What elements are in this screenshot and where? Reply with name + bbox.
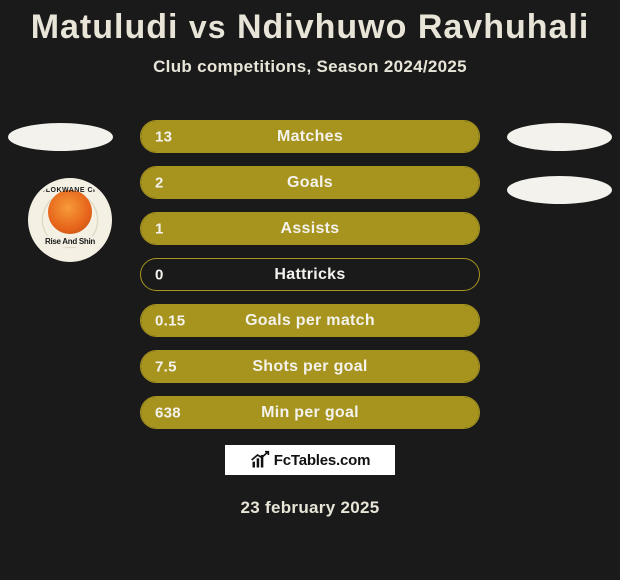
- stat-label: Goals: [287, 174, 333, 192]
- comparison-title: Matuludi vs Ndivhuwo Ravhuhali: [0, 0, 620, 47]
- vs-separator: vs: [189, 9, 227, 45]
- club-logo-ball: [48, 190, 92, 234]
- stat-row: 2 Goals: [140, 166, 480, 199]
- stat-value: 7.5: [155, 358, 177, 375]
- stat-row: 0 Hattricks: [140, 258, 480, 291]
- stat-row: 638 Min per goal: [140, 396, 480, 429]
- player1-avatar-placeholder: [8, 123, 113, 151]
- stat-label: Min per goal: [261, 404, 359, 422]
- stat-label: Hattricks: [274, 266, 345, 284]
- stat-label: Matches: [277, 128, 343, 146]
- stat-label: Assists: [280, 220, 339, 238]
- stat-row: 13 Matches: [140, 120, 480, 153]
- date-label: 23 february 2025: [241, 498, 380, 518]
- club-logo-ribbon: Rise And Shin: [41, 236, 99, 247]
- stat-label: Shots per goal: [252, 358, 367, 376]
- player2-name: Ndivhuwo Ravhuhali: [237, 8, 589, 46]
- player1-club-logo: POLOKWANE CITY Rise And Shin: [28, 178, 112, 262]
- brand-text: FcTables.com: [274, 452, 371, 469]
- season-subtitle: Club competitions, Season 2024/2025: [0, 57, 620, 77]
- stat-label: Goals per match: [245, 312, 375, 330]
- club-logo-top-text: POLOKWANE CITY: [35, 187, 106, 194]
- brand-box: FcTables.com: [223, 443, 397, 477]
- stat-row: 7.5 Shots per goal: [140, 350, 480, 383]
- stat-row: 1 Assists: [140, 212, 480, 245]
- player2-avatar-placeholder: [507, 123, 612, 151]
- brand-chart-icon: [250, 450, 270, 470]
- stat-value: 0.15: [155, 312, 185, 329]
- stat-value: 13: [155, 128, 172, 145]
- stat-value: 0: [155, 266, 164, 283]
- player2-club-placeholder: [507, 176, 612, 204]
- stat-value: 638: [155, 404, 181, 421]
- stat-value: 2: [155, 174, 164, 191]
- player1-name: Matuludi: [31, 8, 179, 46]
- stat-value: 1: [155, 220, 164, 237]
- stats-container: 13 Matches 2 Goals 1 Assists 0 Hattricks 0.15 Goa…: [140, 120, 480, 442]
- stat-row: 0.15 Goals per match: [140, 304, 480, 337]
